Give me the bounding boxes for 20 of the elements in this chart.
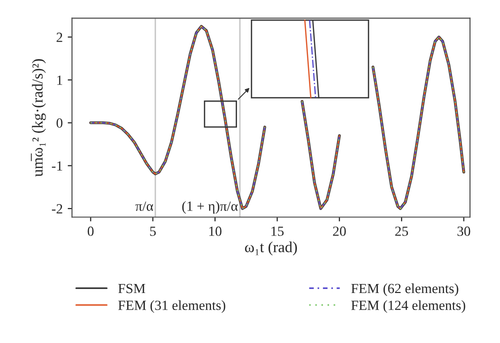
x-tick-label: 30: [458, 226, 470, 236]
x-tick-label: 10: [209, 226, 222, 236]
y-tick-label: -1: [52, 161, 62, 170]
y-axis-title: um̅ω₁² (kg·(rad/s)²): [30, 59, 46, 177]
x-tick-label: 15: [271, 226, 284, 236]
y-tick-label: 1: [57, 76, 62, 85]
x-tick-label: 0: [88, 226, 94, 236]
x-axis-title: ω₁t (rad): [245, 242, 297, 256]
legend-label: FEM (124 elements): [351, 300, 466, 313]
y-tick-label: 0: [56, 118, 62, 128]
legend-label: FSM: [118, 284, 146, 294]
x-tick-label: 25: [395, 226, 408, 236]
legend-label: FEM (62 elements): [351, 283, 458, 296]
x-tick-label: 5: [150, 226, 156, 236]
legend-label: FEM (31 elements): [118, 300, 226, 313]
ref-line-label: π/α: [136, 202, 154, 211]
ref-line-label: (1 + η)π/α: [182, 201, 238, 214]
x-tick-label: 20: [333, 226, 346, 236]
y-tick-label: 2: [56, 32, 62, 42]
y-tick-label: -2: [52, 204, 62, 214]
